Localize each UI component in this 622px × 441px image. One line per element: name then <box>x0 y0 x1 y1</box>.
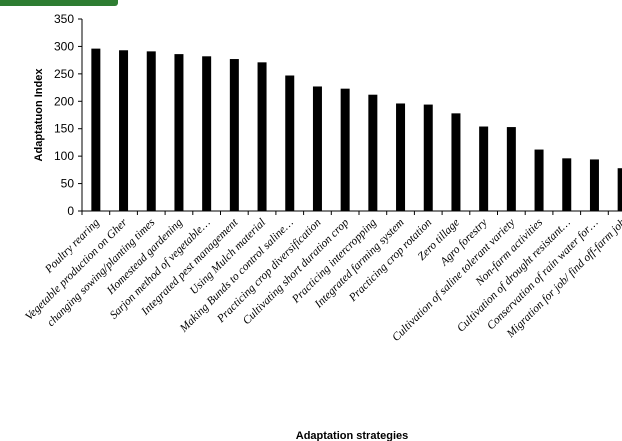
bar <box>285 75 295 211</box>
y-tick-label: 200 <box>54 94 74 108</box>
y-tick-label: 350 <box>54 12 74 26</box>
bar <box>451 113 461 211</box>
bar <box>396 103 406 211</box>
bar <box>91 48 101 211</box>
y-tick-label: 50 <box>61 177 75 191</box>
y-axis: 0 50 100 150 200 250 300 350 <box>54 12 83 218</box>
bar <box>479 126 489 211</box>
y-axis-title: Adaptatuon Index <box>33 68 45 162</box>
bar <box>146 51 156 211</box>
y-tick-label: 0 <box>67 204 74 218</box>
y-tick-label: 100 <box>54 149 74 163</box>
y-tick-label: 300 <box>54 39 74 53</box>
bar <box>506 127 516 211</box>
bar <box>368 94 378 211</box>
bar <box>534 149 544 211</box>
bar <box>617 168 622 211</box>
y-tick-label: 250 <box>54 67 74 81</box>
bar <box>174 54 184 212</box>
x-tick-label: changing sowing/planting times <box>45 216 158 329</box>
bar <box>257 62 267 211</box>
bar <box>229 59 239 211</box>
bars <box>91 48 622 212</box>
bar <box>119 50 129 211</box>
y-tick-label: 150 <box>54 122 74 136</box>
bar <box>423 104 433 211</box>
bar <box>312 86 322 211</box>
bar <box>589 159 599 211</box>
x-axis <box>81 210 622 215</box>
x-axis-title: Adaptation strategies <box>296 430 408 441</box>
bar <box>562 158 572 211</box>
corner-badge <box>0 0 118 6</box>
bar <box>202 56 212 211</box>
bar <box>340 88 350 211</box>
